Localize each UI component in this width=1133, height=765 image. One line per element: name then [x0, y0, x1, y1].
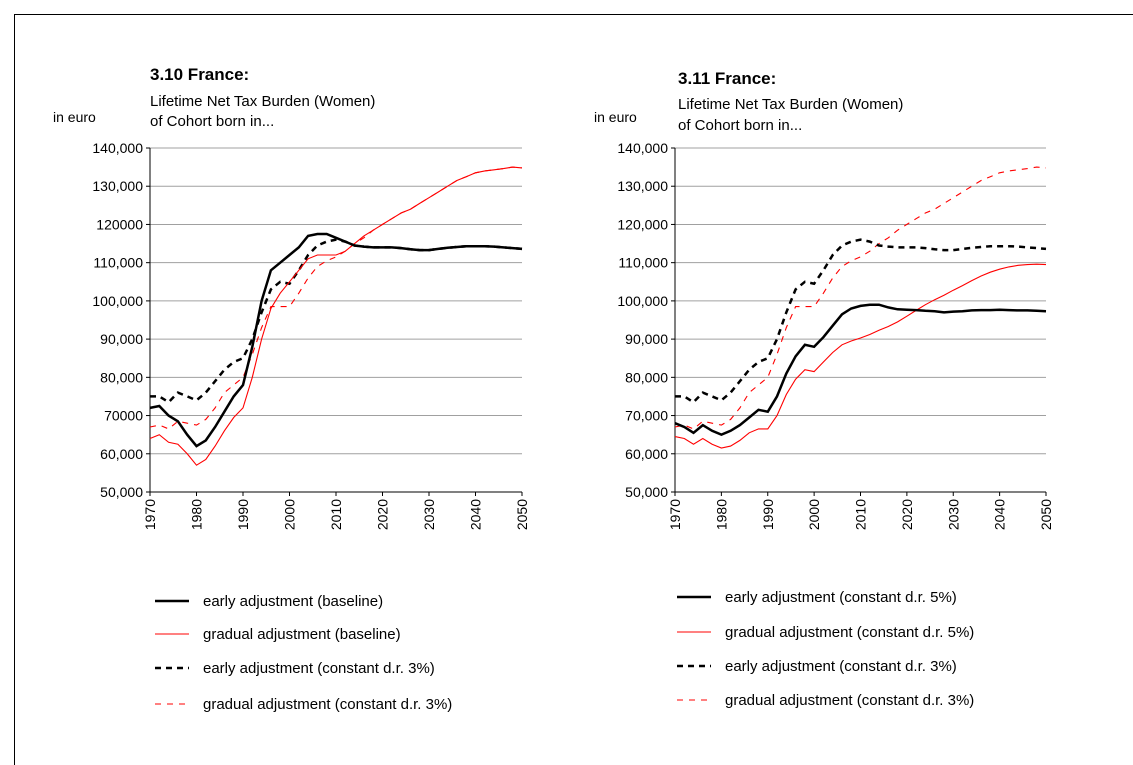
x-tick-label: 1980 [189, 499, 205, 530]
y-tick-label: 110,000 [93, 255, 143, 271]
x-tick-label: 2030 [421, 499, 437, 530]
x-tick-label: 2010 [328, 499, 344, 530]
y-tick-label: 110,000 [618, 255, 668, 271]
y-tick-label: 100,000 [92, 293, 143, 309]
y-tick-label: 80,000 [100, 369, 143, 385]
series-line [674, 303, 1047, 437]
x-tick-label: 2040 [468, 499, 484, 530]
x-tick-label: 2040 [992, 499, 1008, 530]
y-tick-label: 140,000 [92, 140, 143, 156]
x-tick-label: 2000 [806, 499, 822, 530]
x-tick-label: 1980 [713, 499, 729, 530]
series-line [149, 232, 523, 448]
x-tick-label: 1970 [142, 499, 158, 530]
chart-title: 3.11 France: [678, 69, 776, 88]
chart-subtitle: Lifetime Net Tax Burden (Women) [150, 93, 375, 110]
y-tick-label: 120000 [96, 216, 143, 232]
y-tick-label: 50,000 [625, 484, 668, 500]
chart-subtitle: Lifetime Net Tax Burden (Women) [678, 96, 903, 113]
legend-label: early adjustment (constant d.r. 3%) [725, 658, 957, 675]
x-tick-label: 2020 [899, 499, 915, 530]
y-tick-label: 60,000 [625, 446, 668, 462]
y-tick-label: 70,000 [625, 408, 668, 424]
x-tick-label: 2000 [282, 499, 298, 530]
chart-title: 3.10 France: [150, 65, 249, 84]
series-line [674, 263, 1047, 449]
series-line [675, 238, 1047, 404]
y-axis-label: in euro [53, 109, 96, 125]
legend-label: gradual adjustment (constant d.r. 3%) [725, 692, 974, 709]
series-line [674, 166, 1047, 430]
x-tick-label: 2010 [853, 499, 869, 530]
y-tick-label: 50,000 [100, 484, 143, 500]
x-tick-label: 2050 [514, 499, 530, 530]
legend-label: early adjustment (constant d.r. 3%) [203, 660, 435, 677]
x-tick-label: 2020 [375, 499, 391, 530]
x-tick-label: 1970 [667, 499, 683, 530]
legend-label: early adjustment (constant d.r. 5%) [725, 589, 957, 606]
y-tick-label: 70000 [104, 408, 143, 424]
y-tick-label: 120,000 [617, 216, 668, 232]
y-tick-label: 90,000 [100, 331, 143, 347]
chart-subtitle: of Cohort born in... [150, 113, 274, 130]
series-line [149, 166, 523, 430]
y-tick-label: 80,000 [625, 369, 668, 385]
y-tick-label: 130,000 [92, 178, 143, 194]
chart-subtitle: of Cohort born in... [678, 117, 802, 134]
series-line [149, 166, 523, 466]
x-tick-label: 2050 [1038, 499, 1054, 530]
y-tick-label: 90,000 [625, 331, 668, 347]
y-tick-label: 140,000 [617, 140, 668, 156]
y-tick-label: 60,000 [100, 446, 143, 462]
frame [14, 14, 1133, 765]
legend-label: gradual adjustment (baseline) [203, 626, 401, 643]
legend-label: gradual adjustment (constant d.r. 3%) [203, 696, 452, 713]
legend-label: gradual adjustment (constant d.r. 5%) [725, 624, 974, 641]
x-tick-label: 2030 [945, 499, 961, 530]
legend-label: early adjustment (baseline) [203, 593, 383, 610]
y-tick-label: 100,000 [617, 293, 668, 309]
y-axis-label: in euro [594, 109, 637, 125]
series-line [150, 238, 523, 404]
x-tick-label: 1990 [760, 499, 776, 530]
x-tick-label: 1990 [235, 499, 251, 530]
y-tick-label: 130,000 [617, 178, 668, 194]
